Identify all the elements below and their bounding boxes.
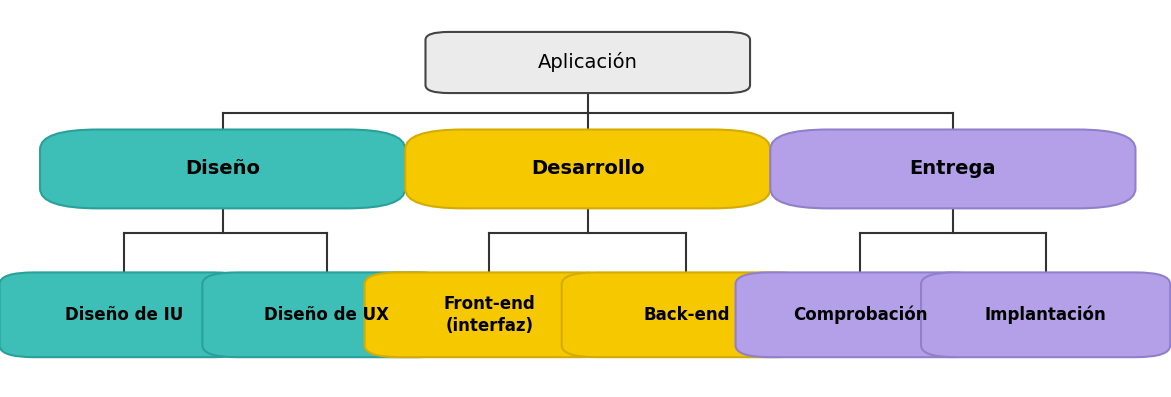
FancyBboxPatch shape <box>203 272 452 357</box>
Text: Desarrollo: Desarrollo <box>530 160 644 178</box>
FancyBboxPatch shape <box>735 272 985 357</box>
FancyBboxPatch shape <box>771 129 1136 208</box>
Text: Aplicación: Aplicación <box>537 52 638 73</box>
Text: Front-end
(interfaz): Front-end (interfaz) <box>444 295 535 335</box>
FancyBboxPatch shape <box>562 272 810 357</box>
FancyBboxPatch shape <box>425 32 751 93</box>
Text: Entrega: Entrega <box>910 160 997 178</box>
Text: Implantación: Implantación <box>985 306 1107 324</box>
Text: Diseño: Diseño <box>185 160 260 178</box>
Text: Diseño de UX: Diseño de UX <box>265 306 390 324</box>
FancyBboxPatch shape <box>405 129 771 208</box>
FancyBboxPatch shape <box>40 129 405 208</box>
FancyBboxPatch shape <box>0 272 248 357</box>
FancyBboxPatch shape <box>922 272 1170 357</box>
Text: Back-end: Back-end <box>643 306 730 324</box>
Text: Comprobación: Comprobación <box>793 306 927 324</box>
FancyBboxPatch shape <box>364 272 614 357</box>
Text: Diseño de IU: Diseño de IU <box>64 306 183 324</box>
